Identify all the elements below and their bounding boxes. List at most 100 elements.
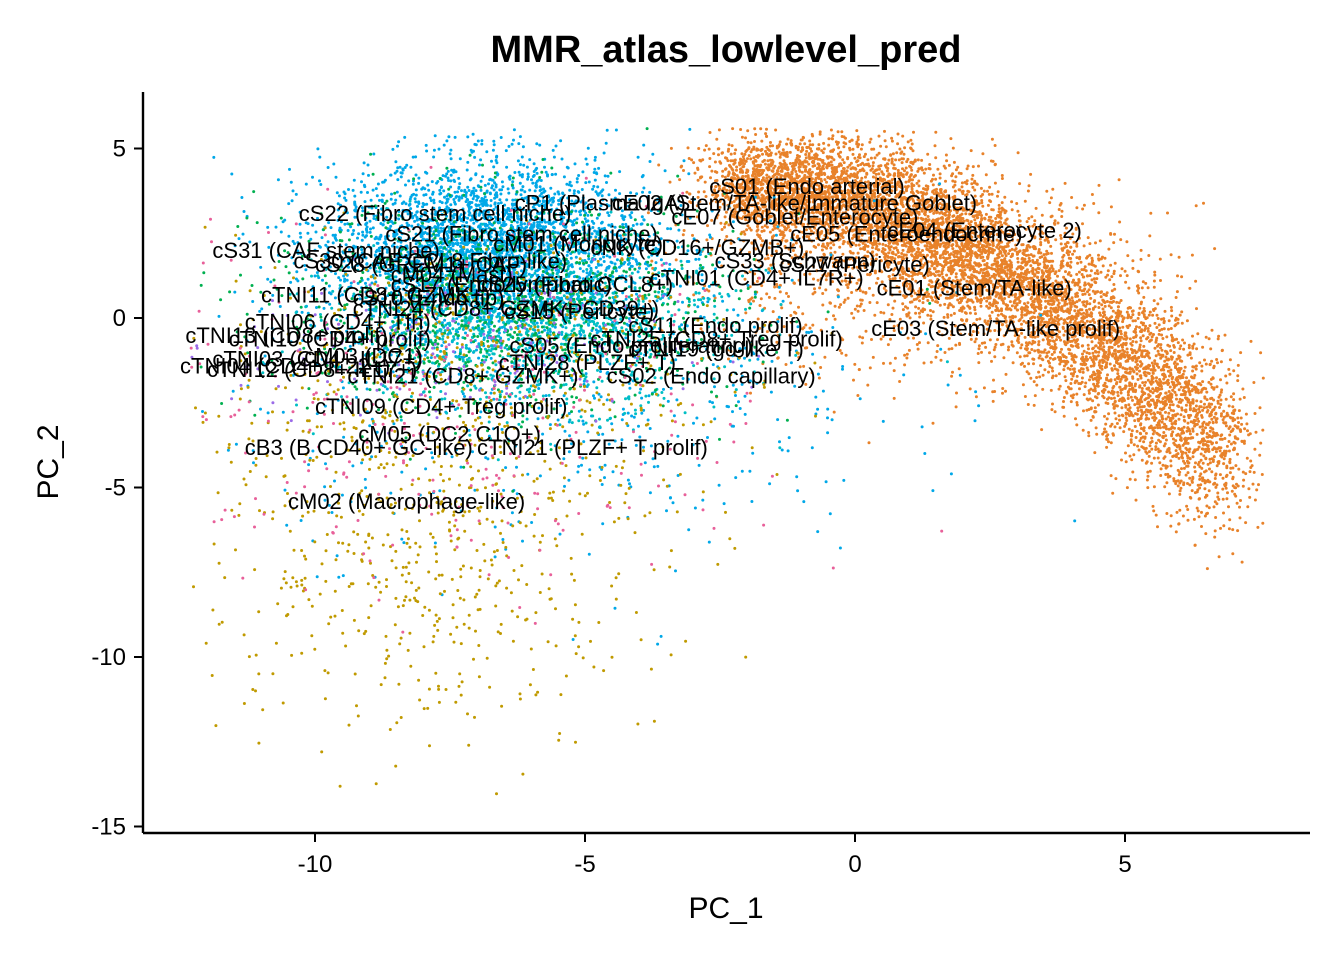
data-point (1239, 416, 1243, 420)
data-point (1087, 434, 1091, 438)
data-point (1133, 349, 1137, 353)
data-point (1108, 362, 1112, 366)
data-point (1150, 361, 1154, 365)
data-point (1165, 481, 1169, 485)
data-point (1092, 277, 1096, 281)
data-point (879, 144, 883, 148)
data-point (1180, 310, 1184, 314)
data-point (837, 154, 841, 158)
data-point (1141, 381, 1145, 385)
data-point (1143, 315, 1146, 319)
data-point (1021, 260, 1025, 264)
data-point (1095, 269, 1099, 273)
data-point (1105, 376, 1109, 380)
data-point (1203, 514, 1207, 518)
data-point (1082, 244, 1086, 248)
data-point (1174, 364, 1177, 368)
data-point (1120, 413, 1124, 417)
data-point (890, 157, 894, 161)
data-point (791, 161, 795, 165)
data-point (1199, 452, 1203, 456)
data-point (1161, 425, 1165, 429)
data-point (1003, 257, 1007, 261)
data-point (909, 146, 913, 150)
data-point (1089, 418, 1093, 422)
data-point (1120, 458, 1123, 462)
data-point (1162, 431, 1166, 434)
data-point (1207, 380, 1211, 384)
data-point (1136, 378, 1140, 381)
data-point (1062, 333, 1066, 337)
data-point (1187, 343, 1191, 347)
data-point (1117, 399, 1121, 403)
data-point (746, 157, 749, 161)
data-point (1180, 467, 1183, 471)
data-point (976, 352, 980, 355)
data-point (998, 249, 1002, 253)
data-point (1202, 406, 1206, 410)
data-point (910, 168, 914, 172)
data-point (925, 253, 929, 257)
data-point (1041, 338, 1045, 342)
data-point (1196, 509, 1200, 513)
data-point (1118, 326, 1122, 330)
data-point (1104, 401, 1108, 405)
data-point (1241, 387, 1245, 391)
data-point (1072, 393, 1076, 397)
data-point (1043, 368, 1047, 372)
data-point (1228, 433, 1232, 437)
data-point (1020, 343, 1024, 347)
data-point (1230, 489, 1234, 493)
data-point (1104, 294, 1108, 297)
data-point (1154, 441, 1158, 445)
data-point (750, 184, 754, 188)
data-point (1050, 303, 1054, 306)
data-point (1212, 505, 1216, 509)
data-point (759, 250, 763, 254)
data-point (1143, 383, 1147, 387)
data-point (1169, 327, 1173, 330)
data-point (1256, 525, 1260, 529)
data-point (1124, 451, 1127, 455)
data-point (1156, 349, 1160, 353)
data-point (969, 149, 973, 153)
data-point (980, 199, 984, 202)
data-point (1129, 411, 1133, 414)
data-point (1062, 396, 1066, 399)
data-point (851, 147, 855, 151)
data-point (1231, 552, 1235, 556)
data-point (869, 137, 873, 141)
data-point (1178, 313, 1182, 317)
data-point (1150, 436, 1154, 440)
data-point (1248, 470, 1252, 474)
data-point (1136, 366, 1139, 370)
data-point (980, 350, 983, 354)
data-point (1047, 370, 1050, 374)
data-point (1180, 452, 1184, 456)
data-point (929, 309, 932, 312)
data-point (990, 263, 994, 267)
data-point (1089, 356, 1092, 360)
data-point (1186, 471, 1190, 475)
data-point (1237, 421, 1240, 424)
data-point (1062, 400, 1065, 403)
data-point (1141, 435, 1145, 439)
data-point (987, 192, 991, 196)
data-point (1023, 354, 1027, 358)
data-point (993, 181, 997, 185)
data-point (1227, 449, 1231, 453)
data-point (744, 136, 747, 140)
data-point (1065, 245, 1069, 248)
data-point (763, 162, 767, 166)
data-point (883, 129, 886, 133)
data-point (1015, 302, 1019, 306)
data-point (1153, 346, 1157, 350)
data-point (1218, 473, 1222, 477)
data-point (1036, 348, 1040, 352)
data-point (1142, 295, 1146, 299)
data-point (850, 138, 854, 142)
data-point (1062, 253, 1066, 257)
data-point (1033, 223, 1036, 226)
data-point (1232, 392, 1236, 396)
data-point (1194, 367, 1198, 371)
